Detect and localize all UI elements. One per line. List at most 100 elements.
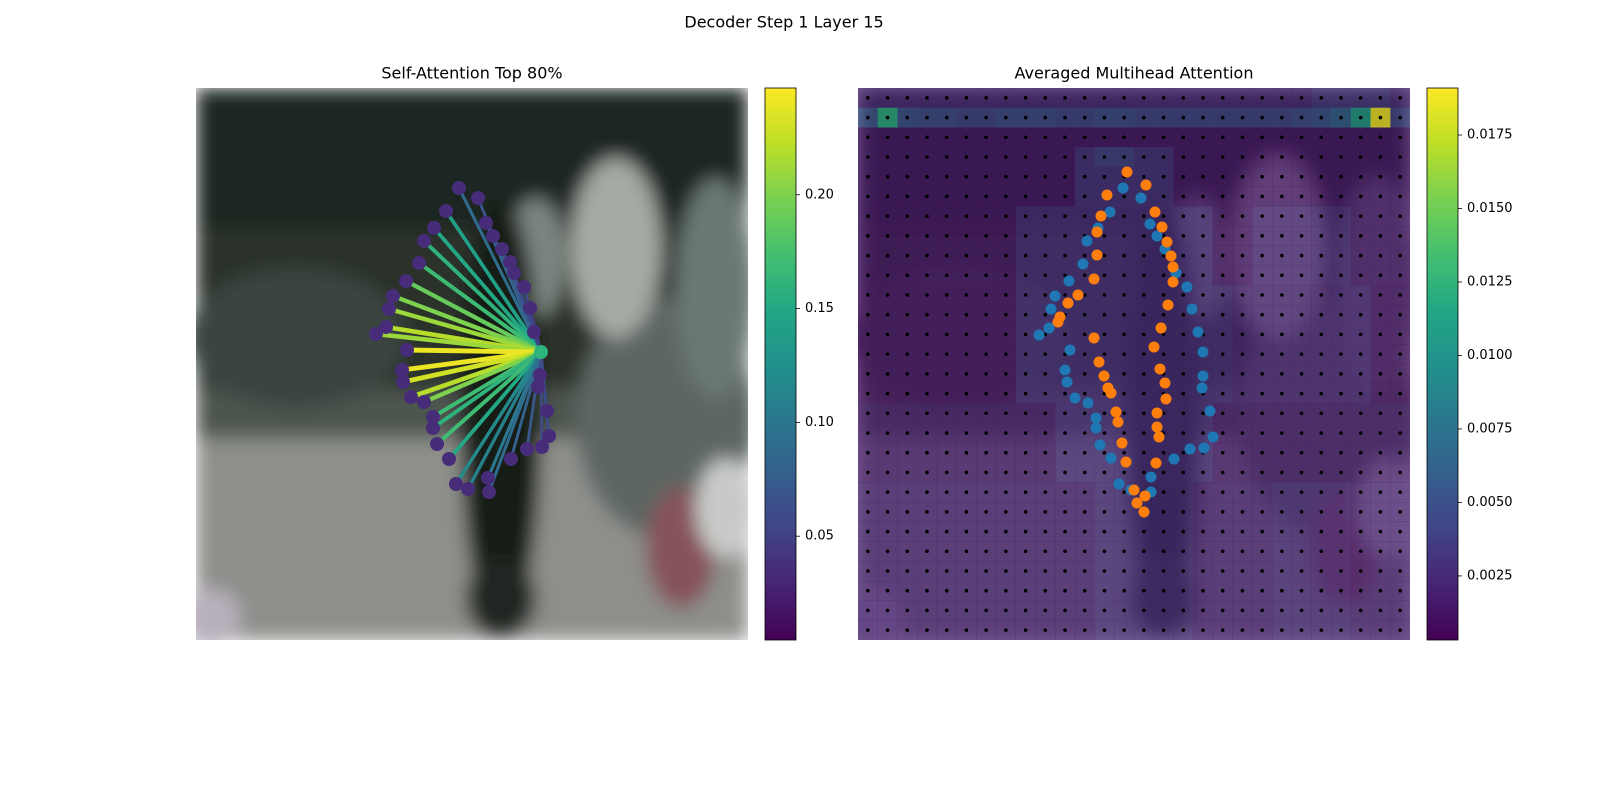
grid-dot	[1102, 450, 1107, 455]
grid-dot	[1398, 253, 1402, 258]
grid-dot	[1102, 588, 1107, 593]
grid-dot	[1240, 372, 1245, 376]
grid-dot	[1378, 174, 1383, 179]
grid-dot	[1181, 174, 1186, 179]
grid-dot	[1142, 214, 1146, 218]
grid-dot	[866, 253, 870, 258]
plot-area	[369, 181, 556, 499]
grid-dot	[1339, 174, 1343, 179]
grid-dot	[1201, 529, 1205, 534]
grid-dot	[1299, 510, 1304, 514]
grid-dot	[1161, 234, 1166, 238]
grid-dot	[1102, 155, 1107, 159]
grid-dot	[964, 312, 969, 317]
grid-dot	[1063, 628, 1067, 632]
keypoint	[1181, 281, 1193, 293]
grid-dot	[1378, 135, 1383, 140]
grid-dot	[885, 214, 890, 218]
keypoint	[1095, 210, 1107, 222]
grid-dot	[905, 628, 910, 632]
grid-dot	[964, 293, 969, 297]
grid-dot	[1240, 411, 1245, 416]
grid-dot	[1339, 510, 1343, 514]
grid-dot	[1102, 490, 1107, 494]
keypoint	[1131, 497, 1143, 509]
grid-dot	[1358, 135, 1363, 140]
grid-dot	[1378, 470, 1383, 475]
grid-dot	[1142, 372, 1146, 376]
grid-dot	[1181, 293, 1186, 297]
grid-dot	[1260, 490, 1264, 494]
keypoint	[1151, 421, 1163, 433]
grid-dot	[944, 273, 949, 278]
grid-dot	[944, 253, 949, 258]
grid-dot	[925, 470, 929, 475]
grid-dot	[1063, 569, 1067, 573]
grid-dot	[1142, 96, 1146, 100]
grid-dot	[1260, 174, 1264, 179]
grid-dot	[1004, 490, 1008, 494]
grid-dot	[1082, 510, 1087, 514]
grid-dot	[1260, 431, 1264, 435]
keypoint	[1151, 407, 1163, 419]
grid-dot	[1280, 115, 1284, 120]
keypoint	[396, 375, 410, 389]
grid-dot	[1398, 608, 1402, 613]
grid-dot	[1220, 372, 1225, 376]
grid-dot	[1339, 628, 1343, 632]
grid-dot	[1220, 510, 1225, 514]
keypoint	[386, 289, 400, 303]
grid-dot	[964, 588, 969, 593]
grid-dot	[964, 608, 969, 613]
grid-dot	[1280, 490, 1284, 494]
grid-dot	[1181, 96, 1186, 100]
grid-dot	[1201, 155, 1205, 159]
grid-dot	[1398, 155, 1402, 159]
grid-dot	[925, 194, 929, 199]
grid-dot	[1082, 529, 1087, 534]
grid-dot	[1280, 214, 1284, 218]
grid-dot	[1043, 155, 1048, 159]
grid-dot	[1142, 234, 1146, 238]
grid-dot	[1319, 273, 1324, 278]
grid-dot	[885, 293, 890, 297]
keypoint	[1186, 303, 1198, 315]
grid-dot	[1339, 608, 1343, 613]
grid-dot	[1339, 293, 1343, 297]
grid-dot	[1398, 490, 1402, 494]
grid-dot	[1299, 411, 1304, 416]
grid-dot	[1299, 391, 1304, 396]
grid-dot	[1063, 450, 1067, 455]
grid-dot	[925, 253, 929, 258]
grid-dot	[1201, 549, 1205, 554]
grid-dot	[1220, 391, 1225, 396]
grid-dot	[905, 529, 910, 534]
grid-dot	[1358, 450, 1363, 455]
grid-dot	[1161, 529, 1166, 534]
grid-dot	[1004, 411, 1008, 416]
grid-dot	[1142, 588, 1146, 593]
grid-dot	[944, 411, 949, 416]
grid-dot	[984, 569, 988, 573]
grid-dot	[1378, 411, 1383, 416]
grid-dot	[1082, 332, 1087, 337]
grid-dot	[1161, 450, 1166, 455]
grid-dot	[1043, 312, 1048, 317]
grid-dot	[1122, 293, 1126, 297]
grid-dot	[1319, 96, 1324, 100]
grid-dot	[1004, 372, 1008, 376]
keypoint	[1165, 250, 1177, 262]
grid-dot	[1299, 96, 1304, 100]
keypoint	[1101, 189, 1113, 201]
grid-dot	[1082, 115, 1087, 120]
grid-dot	[984, 332, 988, 337]
keypoint	[1128, 484, 1140, 496]
grid-dot	[1122, 214, 1126, 218]
attention-line	[466, 350, 543, 491]
grid-dot	[1102, 628, 1107, 632]
grid-dot	[1299, 470, 1304, 475]
grid-dot	[866, 312, 870, 317]
grid-dot	[1043, 608, 1048, 613]
grid-dot	[1201, 490, 1205, 494]
grid-dot	[964, 115, 969, 120]
